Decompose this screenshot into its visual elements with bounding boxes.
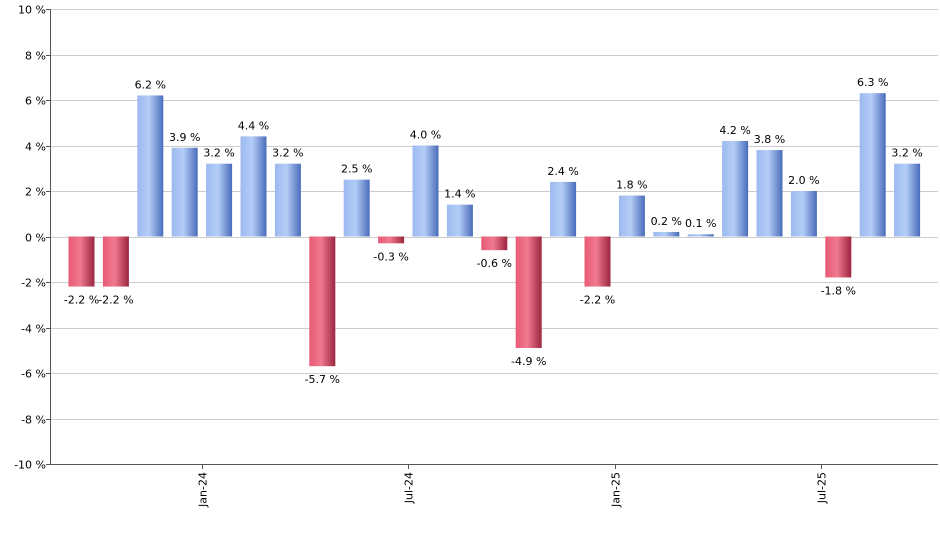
bar-jun-24	[378, 236, 405, 244]
data-label: 2.5 %	[341, 163, 372, 176]
bar-mar-24	[274, 163, 301, 237]
data-label: 3.8 %	[754, 133, 785, 146]
data-label: 4.0 %	[410, 129, 441, 142]
bar-nov-23	[137, 95, 164, 237]
bar-aug-25	[859, 93, 886, 237]
x-tick-label: Jul-24	[403, 472, 416, 504]
data-label: 4.4 %	[238, 119, 269, 132]
x-tick-label: Jan-25	[610, 472, 623, 508]
bar-feb-24	[240, 136, 267, 237]
data-label: -0.3 %	[373, 250, 408, 263]
bar-sep-25	[894, 163, 921, 237]
data-label: 0.1 %	[685, 217, 716, 230]
data-label: 6.2 %	[135, 78, 166, 91]
axes	[50, 9, 938, 465]
data-label: 3.9 %	[169, 131, 200, 144]
data-label: 0.2 %	[651, 215, 682, 228]
data-label: 2.4 %	[547, 165, 578, 178]
bar-jan-25	[618, 195, 645, 237]
bar-nov-24	[550, 181, 577, 237]
bar-jan-24	[206, 163, 233, 237]
y-tick-label: -8 %	[21, 414, 46, 427]
data-label: -1.8 %	[821, 284, 856, 297]
data-label: 1.8 %	[616, 179, 647, 192]
bar-aug-24	[446, 204, 473, 237]
x-tick-label: Jan-24	[197, 472, 210, 508]
y-tick-label: 4 %	[25, 141, 46, 154]
y-tick-label: -4 %	[21, 323, 46, 336]
data-label: -4.9 %	[511, 355, 546, 368]
data-label: 3.2 %	[203, 147, 234, 160]
data-label: 3.2 %	[891, 147, 922, 160]
y-tick-label: 10 %	[18, 4, 46, 17]
bar-apr-24	[309, 236, 336, 367]
data-label: 6.3 %	[857, 76, 888, 89]
y-tick-label: -6 %	[21, 368, 46, 381]
bar-oct-24	[515, 236, 542, 348]
data-label: -0.6 %	[477, 257, 512, 270]
bar-feb-25	[653, 231, 680, 237]
bars	[68, 93, 921, 367]
x-tick-label: Jul-25	[816, 472, 829, 504]
data-label: -2.2 %	[580, 294, 615, 307]
bar-may-25	[756, 150, 783, 237]
y-axis-ticks: 10 % 8 % 6 % 4 % 2 % 0 % -2 % -4 % -6 % -8 % -10 %	[14, 4, 50, 472]
bar-jun-25	[790, 191, 817, 237]
bar-dec-23	[171, 147, 198, 237]
data-label: 2.0 %	[788, 174, 819, 187]
y-tick-label: -2 %	[21, 277, 46, 290]
bar-may-24	[343, 179, 370, 237]
y-tick-label: 0 %	[25, 232, 46, 245]
bar-jul-24	[412, 145, 439, 237]
bar-apr-25	[722, 140, 749, 237]
bar-sep-23	[68, 236, 95, 287]
y-tick-label: 2 %	[25, 186, 46, 199]
data-label: -2.2 %	[98, 294, 133, 307]
y-tick-label: -10 %	[14, 459, 46, 472]
bar-mar-25	[687, 234, 714, 237]
data-label: 3.2 %	[272, 147, 303, 160]
bar-dec-24	[584, 236, 611, 287]
x-axis-ticks: Jan-24 Jul-24 Jan-25 Jul-25	[197, 464, 829, 508]
data-label: -2.2 %	[64, 294, 99, 307]
data-label: -5.7 %	[305, 373, 340, 386]
data-label: 4.2 %	[719, 124, 750, 137]
y-tick-label: 6 %	[25, 95, 46, 108]
data-labels: -2.2 %-2.2 %6.2 %3.9 %3.2 %4.4 %3.2 %-5.…	[64, 76, 923, 386]
y-tick-label: 8 %	[25, 50, 46, 63]
data-label: 1.4 %	[444, 188, 475, 201]
bar-sep-24	[481, 236, 508, 251]
bar-jul-25	[825, 236, 852, 278]
bar-oct-23	[102, 236, 129, 287]
